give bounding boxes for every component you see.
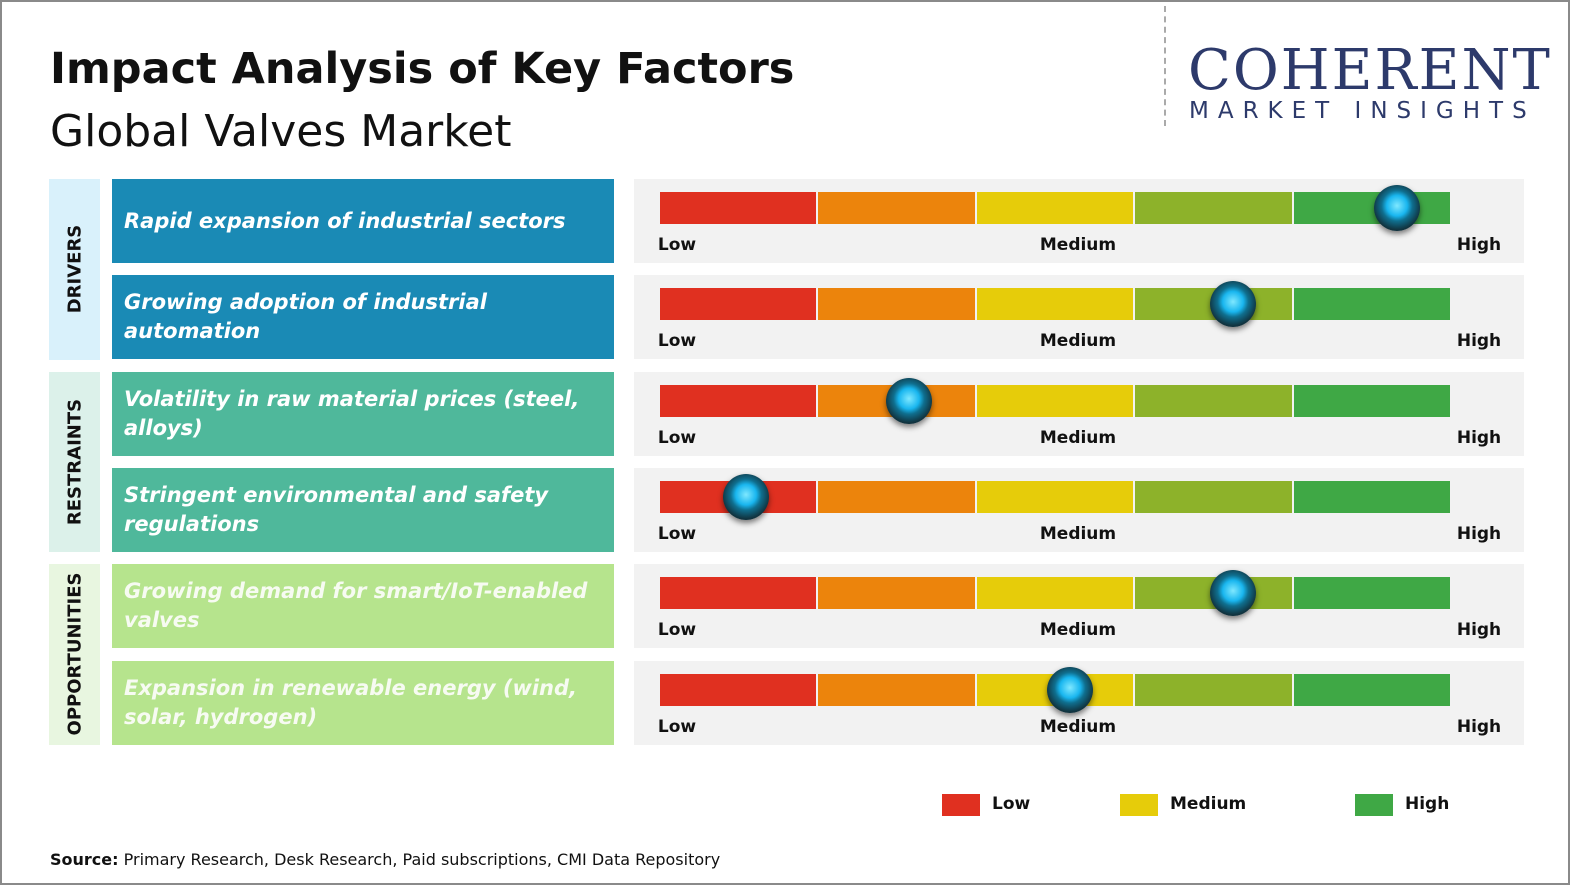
- legend-swatch: [942, 794, 980, 816]
- scale-segment: [1293, 288, 1450, 321]
- scale-segment: [1293, 192, 1450, 224]
- factor-box: Stringent environmental and safety regul…: [112, 467, 614, 552]
- scale-segment: [1135, 673, 1292, 706]
- group-band: RESTRAINTS: [49, 371, 100, 553]
- scale-segment: [976, 384, 1134, 417]
- factor-box: Growing adoption of industrial automatio…: [112, 275, 614, 360]
- scale-label: Low: [657, 331, 697, 352]
- legend-label: High: [1405, 794, 1450, 814]
- scale-segment: [1293, 480, 1450, 513]
- group-name: OPPORTUNITIES: [64, 573, 85, 736]
- impact-panel: Low Medium High: [634, 371, 1524, 456]
- factor-box: Growing demand for smart/IoT-enabled val…: [112, 564, 614, 649]
- impact-knob: [1047, 666, 1094, 713]
- impact-panel: Low Medium High: [634, 467, 1524, 552]
- legend-swatch: [1355, 794, 1393, 816]
- factor-box: Rapid expansion of industrial sectors: [112, 179, 614, 263]
- scale-label: High: [1456, 331, 1502, 352]
- factor-label: Volatility in raw material prices (steel…: [124, 386, 580, 440]
- subtitle: Global Valves Market: [50, 106, 512, 157]
- scale-label: High: [1456, 235, 1502, 255]
- impact-knob: [1373, 185, 1420, 231]
- source-text: Primary Research, Desk Research, Paid su…: [123, 850, 721, 869]
- scale-label: Low: [657, 620, 697, 641]
- group-name: DRIVERS: [64, 225, 85, 314]
- scale-segment: [1135, 384, 1292, 417]
- source-label: Source:: [50, 850, 119, 869]
- factor-box: Expansion in renewable energy (wind, sol…: [112, 660, 614, 745]
- factor-label: Growing demand for smart/IoT-enabled val…: [124, 579, 588, 633]
- scale-segment: [660, 577, 817, 610]
- factor-label: Stringent environmental and safety regul…: [124, 482, 549, 536]
- legend-label: Medium: [1170, 794, 1247, 814]
- impact-panel: Low Medium High: [634, 660, 1524, 745]
- scale-label: High: [1456, 523, 1502, 544]
- scale-label: High: [1456, 427, 1502, 448]
- scale-label: Medium: [1039, 331, 1117, 352]
- scale-label: Low: [657, 235, 697, 255]
- logo-tagline: MARKET INSIGHTS: [1189, 98, 1536, 124]
- factor-label: Growing adoption of industrial automatio…: [124, 290, 487, 344]
- group-band: OPPORTUNITIES: [49, 564, 100, 745]
- scale-label: Medium: [1039, 523, 1117, 544]
- scale-segment: [1135, 480, 1292, 513]
- scale-segment: [976, 288, 1134, 321]
- scale-segment: [976, 192, 1134, 224]
- scale-segment: [818, 192, 975, 224]
- impact-knob: [885, 377, 932, 424]
- impact-knob: [1210, 281, 1257, 328]
- scale-label: Medium: [1039, 235, 1117, 255]
- scale-segment: [660, 673, 817, 706]
- scale-segment: [1293, 577, 1450, 610]
- impact-panel: Low Medium High: [634, 564, 1524, 649]
- group-band: DRIVERS: [49, 179, 100, 360]
- scale-label: Low: [657, 716, 697, 737]
- impact-knob: [1210, 570, 1257, 617]
- scale-label: Low: [657, 523, 697, 544]
- scale-label: High: [1456, 716, 1502, 737]
- scale-label: High: [1456, 620, 1502, 641]
- scale-segment: [976, 577, 1134, 610]
- factor-label: Expansion in renewable energy (wind, sol…: [124, 675, 578, 729]
- scale-segment: [818, 577, 975, 610]
- logo-name: COHERENT: [1188, 38, 1552, 103]
- scale-segment: [976, 480, 1134, 513]
- scale-segment: [1135, 192, 1292, 224]
- scale-label: Medium: [1039, 716, 1117, 737]
- scale-label: Medium: [1039, 620, 1117, 641]
- impact-panel: Low Medium High: [634, 275, 1524, 360]
- scale-label: Medium: [1039, 427, 1117, 448]
- impact-panel: Low Medium High: [634, 179, 1524, 263]
- group-name: RESTRAINTS: [64, 398, 85, 525]
- scale-segment: [818, 673, 975, 706]
- source: Source: Primary Research, Desk Research,…: [50, 850, 720, 869]
- legend-swatch: [1120, 794, 1158, 816]
- scale-segment: [660, 288, 817, 321]
- impact-knob: [722, 473, 769, 520]
- title: Impact Analysis of Key Factors: [50, 44, 795, 94]
- factor-box: Volatility in raw material prices (steel…: [112, 371, 614, 456]
- scale-segment: [1293, 384, 1450, 417]
- scale-segment: [660, 192, 817, 224]
- scale-segment: [818, 288, 975, 321]
- scale-segment: [660, 384, 817, 417]
- scale-label: Low: [657, 427, 697, 448]
- scale-segment: [818, 480, 975, 513]
- legend-label: Low: [992, 794, 1031, 814]
- logo-divider: [1164, 6, 1166, 126]
- scale-segment: [1293, 673, 1450, 706]
- factor-label: Rapid expansion of industrial sectors: [124, 208, 566, 233]
